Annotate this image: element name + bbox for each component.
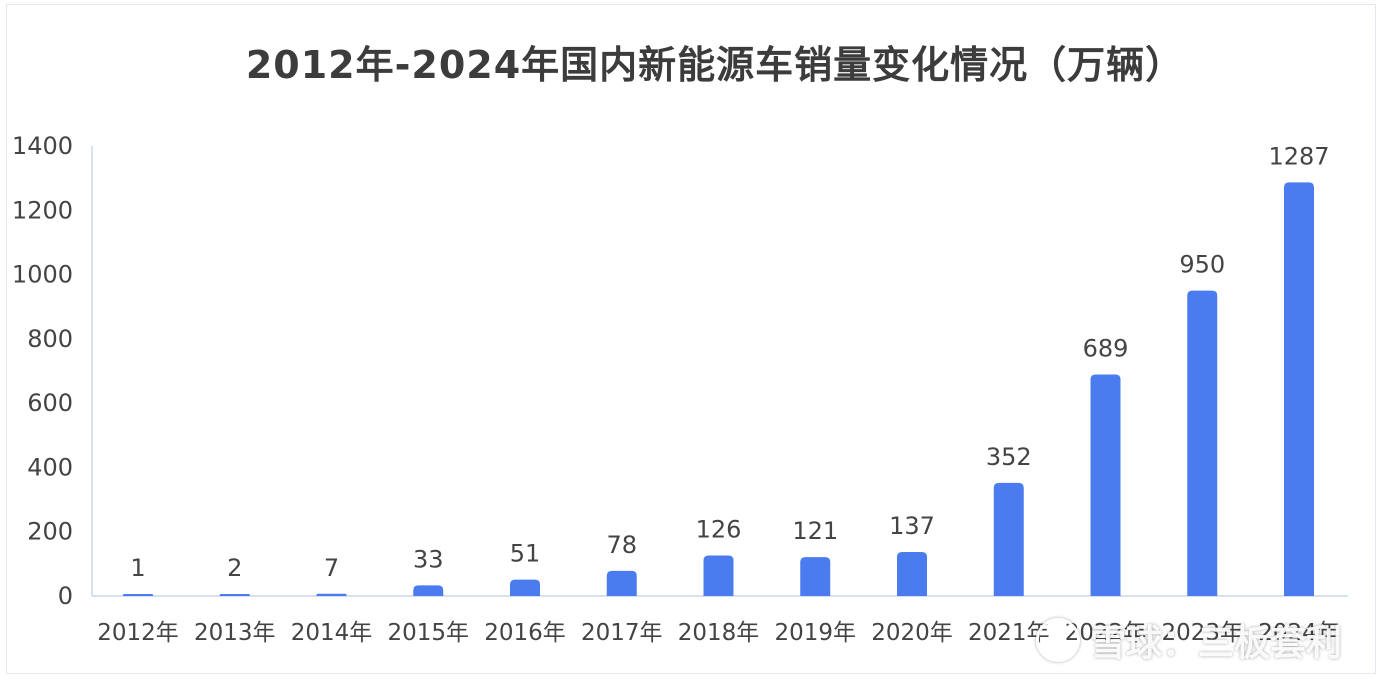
bar bbox=[800, 557, 831, 596]
y-tick-label: 1400 bbox=[12, 132, 73, 160]
bar bbox=[993, 482, 1024, 596]
x-tick-label: 2019年 bbox=[774, 620, 856, 646]
bar bbox=[219, 594, 250, 596]
x-tick-label: 2020年 bbox=[871, 620, 953, 646]
x-tick-label: 2014年 bbox=[291, 620, 373, 646]
bar bbox=[703, 555, 734, 596]
bar bbox=[606, 570, 637, 596]
bar-value-label: 51 bbox=[510, 540, 541, 568]
chart-frame bbox=[6, 4, 1376, 674]
bar-value-label: 1287 bbox=[1268, 142, 1329, 170]
bar-value-label: 352 bbox=[986, 443, 1032, 471]
bar-value-label: 950 bbox=[1179, 251, 1225, 279]
x-tick-label: 2012年 bbox=[97, 620, 179, 646]
bar bbox=[413, 585, 444, 596]
y-tick-label: 1000 bbox=[12, 261, 73, 289]
bars bbox=[123, 182, 1314, 597]
x-tick-label: 2024年 bbox=[1258, 620, 1340, 646]
chart-title: 2012年-2024年国内新能源车销量变化情况（万辆） bbox=[245, 43, 1185, 87]
y-tick-label: 0 bbox=[58, 582, 73, 610]
x-tick-label: 2023年 bbox=[1161, 620, 1243, 646]
x-axis-labels: 2012年 2013年 2014年 2015年 2016年 2017年 2018年 2019年… bbox=[97, 620, 1340, 646]
y-tick-label: 1200 bbox=[12, 196, 73, 224]
y-tick-label: 200 bbox=[27, 518, 73, 546]
bar-value-label: 78 bbox=[606, 531, 637, 559]
x-tick-label: 2021年 bbox=[968, 620, 1050, 646]
x-tick-label: 2013年 bbox=[194, 620, 276, 646]
data-labels: 1 2 7 33 51 78 126 121 137 352 689 950 1287 bbox=[130, 142, 1329, 582]
bar bbox=[123, 594, 153, 596]
x-tick-label: 2016年 bbox=[484, 620, 566, 646]
bar-value-label: 2 bbox=[227, 554, 242, 582]
x-tick-label: 2018年 bbox=[678, 620, 760, 646]
x-tick-label: 2017年 bbox=[581, 620, 663, 646]
bar-value-label: 7 bbox=[324, 554, 339, 582]
bar-value-label: 137 bbox=[889, 512, 935, 540]
x-tick-label: 2015年 bbox=[387, 620, 469, 646]
bar-value-label: 1 bbox=[130, 554, 145, 582]
bar bbox=[897, 551, 927, 596]
bar bbox=[1090, 374, 1121, 596]
x-tick-label: 2022年 bbox=[1065, 620, 1147, 646]
y-tick-label: 400 bbox=[27, 453, 73, 481]
bar-value-label: 121 bbox=[792, 517, 838, 545]
bar-value-label: 689 bbox=[1083, 335, 1129, 363]
bar bbox=[1284, 182, 1314, 597]
bar-value-label: 33 bbox=[413, 545, 444, 573]
y-tick-label: 600 bbox=[27, 389, 73, 417]
bar bbox=[510, 579, 540, 596]
bar bbox=[1187, 290, 1218, 596]
bar bbox=[316, 593, 347, 596]
bar-value-label: 126 bbox=[696, 516, 742, 544]
y-axis-labels: 0 200 400 600 800 1000 1200 1400 bbox=[12, 132, 73, 610]
y-tick-label: 800 bbox=[27, 325, 73, 353]
